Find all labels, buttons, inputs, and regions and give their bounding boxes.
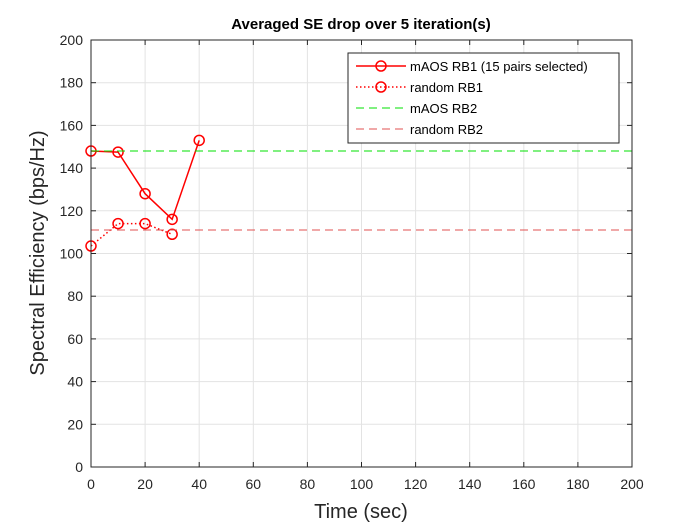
x-tick-label: 200 [620,476,644,492]
ticks: 0 20 40 60 80 100 120 140 160 180 200 0 20 40 60 80 100 1… [60,32,644,492]
y-tick-label: 80 [67,288,83,304]
y-tick-label: 0 [75,459,83,475]
y-tick-label: 40 [67,374,83,390]
x-tick-label: 180 [566,476,590,492]
x-tick-label: 20 [137,476,153,492]
x-tick-label: 0 [87,476,95,492]
y-tick-label: 140 [60,160,84,176]
chart-title: Averaged SE drop over 5 iteration(s) [231,16,491,33]
series-line-2 [90,222,173,247]
legend-box [347,52,620,144]
series-line-1 [90,140,200,221]
y-tick-label: 160 [60,117,84,133]
legend-label-3: mAOS RB2 [410,101,477,116]
x-axis-label: Time (sec) [314,501,408,523]
x-tick-label: 140 [458,476,482,492]
series-1-marker [112,146,124,158]
x-tick-label: 80 [300,476,316,492]
y-axis-label: Spectral Efficiency (bps/Hz) [27,130,49,375]
legend: mAOS RB1 (15 pairs selected) random RB1 mA… [347,52,620,144]
y-tick-label: 200 [60,32,84,48]
series-2-marker [166,228,178,241]
y-tick-label: 180 [60,75,84,91]
legend-marker-1 [375,60,387,72]
x-tick-label: 100 [350,476,374,492]
y-tick-label: 100 [60,246,84,262]
y-tick-label: 120 [60,203,84,219]
y-tick-label: 60 [67,331,83,347]
x-tick-label: 60 [246,476,262,492]
legend-marker-2 [375,81,387,93]
series-1-marker [193,134,205,147]
y-tick-label: 20 [67,416,83,432]
series-2-marker [139,217,151,230]
series-1-marker [166,213,178,226]
legend-label-4: random RB2 [410,122,483,137]
legend-label-2: random RB1 [410,80,483,95]
x-tick-label: 160 [512,476,536,492]
x-tick-label: 120 [404,476,428,492]
series-1-marker [139,187,151,200]
x-tick-label: 40 [191,476,207,492]
legend-label-1: mAOS RB1 (15 pairs selected) [410,59,588,74]
series-2-marker [112,217,124,230]
